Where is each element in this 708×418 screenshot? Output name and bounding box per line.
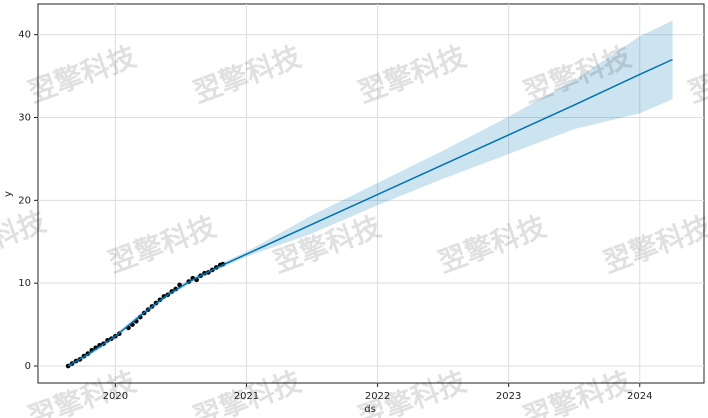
x-tick-label: 2023 bbox=[496, 391, 521, 402]
x-tick-label: 2020 bbox=[103, 391, 128, 402]
y-tick-label: 0 bbox=[25, 361, 31, 372]
y-tick-label: 20 bbox=[18, 195, 31, 206]
y-tick-label: 40 bbox=[18, 30, 31, 41]
x-tick-label: 2022 bbox=[365, 391, 390, 402]
x-axis-label: ds bbox=[364, 404, 376, 415]
y-tick-label: 10 bbox=[18, 278, 31, 289]
x-tick-label: 2021 bbox=[234, 391, 259, 402]
uncertainty-band bbox=[68, 20, 673, 369]
observed-point bbox=[177, 282, 182, 288]
y-tick-label: 30 bbox=[18, 112, 31, 123]
y-axis-label: y bbox=[3, 191, 14, 197]
plot-frame bbox=[37, 3, 705, 384]
forecast-line bbox=[67, 58, 673, 367]
x-tick-label: 2024 bbox=[627, 391, 652, 402]
